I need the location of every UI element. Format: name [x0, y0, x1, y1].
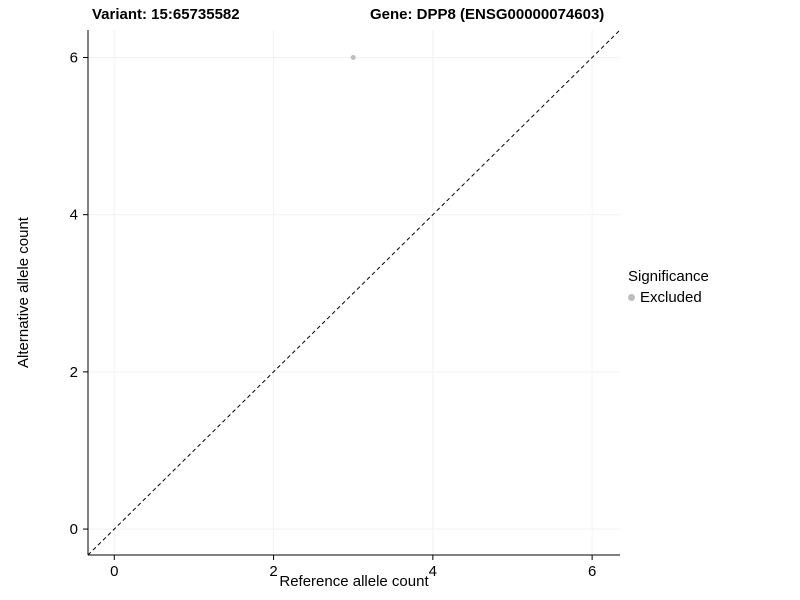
y-axis-label: Alternative allele count	[15, 216, 32, 368]
plot-title-gene: Gene: DPP8 (ENSG00000074603)	[370, 6, 605, 23]
legend-entry-excluded: Excluded	[628, 289, 709, 306]
legend-entry-label: Excluded	[640, 289, 702, 306]
identity-line	[87, 29, 621, 556]
x-tick-label: 0	[110, 563, 118, 580]
y-tick-label: 6	[70, 50, 78, 67]
x-tick-label: 4	[429, 563, 437, 580]
data-point	[350, 55, 356, 61]
x-tick-label: 6	[588, 563, 596, 580]
legend-title: Significance	[628, 268, 709, 285]
legend-point-icon	[628, 294, 635, 301]
legend: Significance Excluded	[628, 268, 709, 306]
x-tick-label: 2	[269, 563, 277, 580]
y-tick-label: 2	[70, 364, 78, 381]
y-tick-label: 0	[70, 521, 78, 538]
y-tick-label: 4	[70, 207, 78, 224]
x-axis-label: Reference allele count	[279, 573, 429, 590]
plot-title-variant: Variant: 15:65735582	[92, 6, 240, 23]
